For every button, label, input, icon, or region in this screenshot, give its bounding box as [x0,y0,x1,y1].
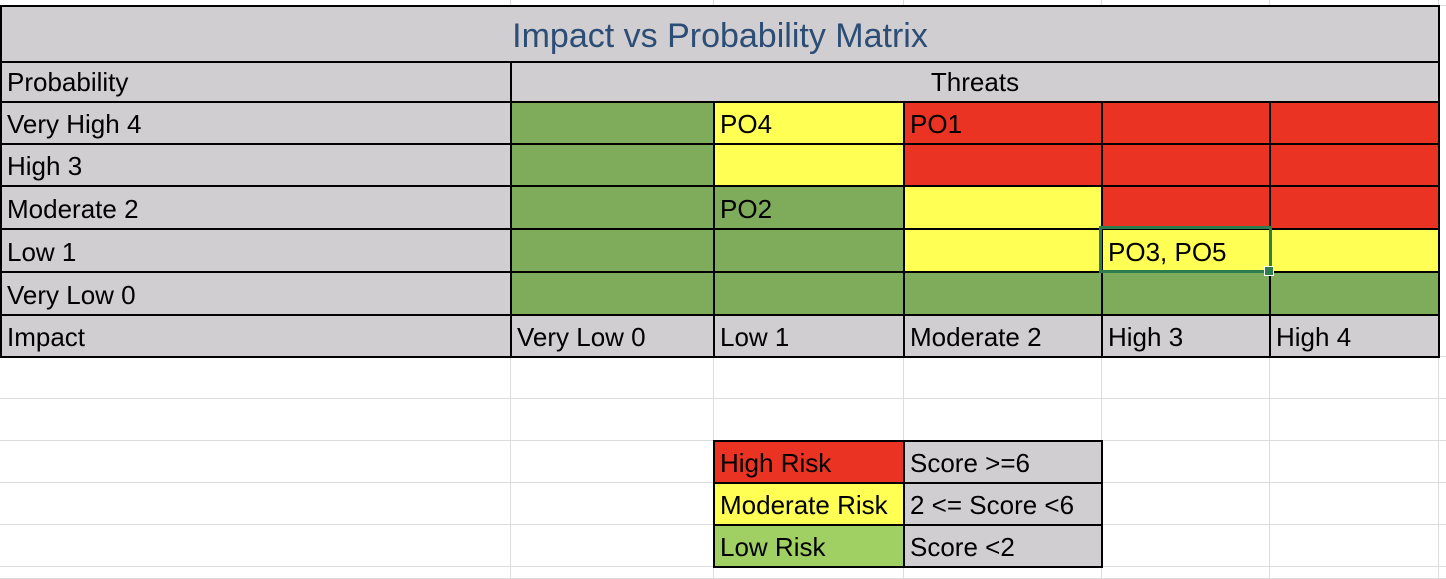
matrix-cell[interactable] [713,143,905,187]
matrix-cell[interactable] [903,185,1103,230]
matrix-cell[interactable]: PO4 [713,101,905,145]
probability-row-label-text: Very Low 0 [7,280,136,310]
probability-row-label-text: Low 1 [7,237,77,267]
probability-row-label-text: Moderate 2 [7,194,139,224]
matrix-cell[interactable] [1101,185,1271,230]
matrix-title[interactable]: Impact vs Probability Matrix [0,5,1440,63]
probability-row-label[interactable]: Moderate 2 [0,185,512,230]
matrix-cell[interactable]: PO1 [903,101,1103,145]
impact-column-label[interactable]: Low 1 [713,314,905,358]
impact-column-label-text: Low 1 [720,322,790,352]
impact-column-label-text: High 3 [1108,322,1184,352]
matrix-cell[interactable] [1101,271,1271,316]
matrix-cell[interactable] [1269,271,1440,316]
impact-column-label-text: Moderate 2 [910,322,1042,352]
matrix-cell[interactable] [510,271,715,316]
probability-row-label-text: Very High 4 [7,109,142,139]
matrix-cell[interactable] [1269,101,1440,145]
impact-column-label[interactable]: High 4 [1269,314,1440,358]
impact-column-label-text: Very Low 0 [517,322,646,352]
probability-row-label[interactable]: Very Low 0 [0,271,512,316]
matrix-cell[interactable] [510,185,715,230]
legend-risk-label-text: High Risk [720,448,832,478]
matrix-cell[interactable] [713,228,905,273]
matrix-cell-text: PO2 [720,194,773,224]
legend-risk-label-text: Low Risk [720,532,826,562]
matrix-cell[interactable] [903,143,1103,187]
matrix-cell-text: PO1 [910,109,963,139]
legend-score-rule-text: 2 <= Score <6 [910,490,1075,520]
impact-header-text: Impact [7,322,86,352]
matrix-cell[interactable] [1101,101,1271,145]
legend-score-rule-text: Score >=6 [910,448,1030,478]
matrix-cell[interactable] [1269,185,1440,230]
matrix-cell-text: PO3, PO5 [1108,237,1227,267]
matrix-cell[interactable]: PO2 [713,185,905,230]
impact-column-label[interactable]: Moderate 2 [903,314,1103,358]
impact-column-label[interactable]: Very Low 0 [510,314,715,358]
probability-row-label[interactable]: Very High 4 [0,101,512,145]
probability-header-text: Probability [7,67,129,97]
legend-risk-label[interactable]: High Risk [713,440,905,484]
impact-column-label[interactable]: High 3 [1101,314,1271,358]
matrix-cell[interactable] [1101,143,1271,187]
matrix-cell[interactable] [510,143,715,187]
matrix-cell[interactable] [510,101,715,145]
impact-header[interactable]: Impact [0,314,512,358]
matrix-cell[interactable] [903,271,1103,316]
legend-score-rule-text: Score <2 [910,532,1015,562]
probability-header[interactable]: Probability [0,61,512,103]
impact-column-label-text: High 4 [1276,322,1352,352]
probability-row-label[interactable]: Low 1 [0,228,512,273]
matrix-cell[interactable] [903,228,1103,273]
threats-header[interactable]: Threats [510,61,1440,103]
matrix-cell[interactable] [1269,228,1440,273]
legend-score-rule[interactable]: 2 <= Score <6 [903,482,1103,526]
matrix-cell[interactable]: PO3, PO5 [1101,228,1271,273]
matrix-cell[interactable] [510,228,715,273]
legend-score-rule[interactable]: Score <2 [903,524,1103,568]
probability-row-label-text: High 3 [7,151,83,181]
legend-risk-label-text: Moderate Risk [720,490,888,520]
legend-score-rule[interactable]: Score >=6 [903,440,1103,484]
fill-handle[interactable] [1264,266,1274,276]
legend-risk-label[interactable]: Low Risk [713,524,905,568]
threats-header-text: Threats [930,67,1020,97]
legend-risk-label[interactable]: Moderate Risk [713,482,905,526]
matrix-cell[interactable] [713,271,905,316]
probability-row-label[interactable]: High 3 [0,143,512,187]
matrix-cell[interactable] [1269,143,1440,187]
matrix-cell-text: PO4 [720,109,773,139]
gridline [0,398,1446,399]
